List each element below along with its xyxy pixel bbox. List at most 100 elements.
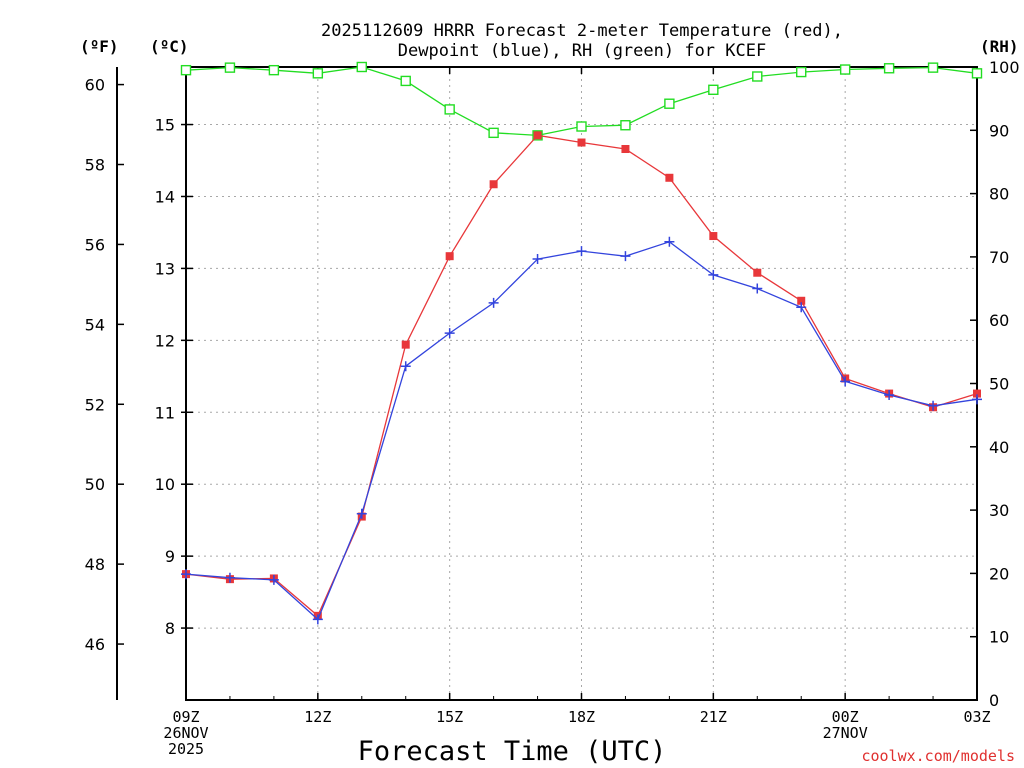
- rh-tick-label: 70: [989, 248, 1009, 267]
- rh-tick-label: 50: [989, 375, 1009, 394]
- rh-point: [796, 66, 807, 78]
- rh-point: [268, 64, 280, 76]
- celsius-tick-label: 12: [155, 331, 175, 350]
- dewpoint-point: [884, 390, 895, 401]
- rh-tick-label: 10: [989, 628, 1009, 647]
- rh-point: [400, 75, 411, 87]
- temperature-point: [665, 173, 674, 182]
- dewpoint-point: [928, 400, 939, 411]
- fahrenheit-tick-label: 58: [85, 156, 105, 175]
- rh-point: [620, 120, 631, 131]
- x-tick-label: 26NOV: [163, 724, 208, 742]
- temperature-point: [621, 145, 630, 154]
- temperature-point: [973, 389, 981, 398]
- rh-point: [312, 68, 324, 79]
- dewpoint-point: [708, 269, 719, 280]
- dewpoint-point: [400, 361, 411, 372]
- dewpoint-point: [752, 283, 763, 294]
- temperature-point: [753, 268, 762, 277]
- dewpoint-point: [840, 376, 851, 387]
- celsius-tick-label: 15: [155, 116, 175, 135]
- rh-point: [752, 71, 763, 82]
- temperature-point: [577, 138, 586, 147]
- temperature-point: [445, 252, 454, 261]
- rh-point: [356, 61, 367, 73]
- rh-tick-label: 20: [989, 564, 1009, 583]
- rh-point: [488, 127, 499, 139]
- series-dewpoint: [181, 236, 982, 625]
- dewpoint-point: [972, 394, 982, 405]
- celsius-tick-label: 10: [155, 475, 175, 494]
- dewpoint-point: [664, 236, 675, 247]
- dewpoint-point: [796, 302, 807, 313]
- x-tick-label: 2025: [168, 740, 204, 758]
- x-axis-label: Forecast Time (UTC): [358, 736, 667, 767]
- credit-text: coolwx.com/models: [861, 747, 1015, 765]
- rh-point: [444, 104, 455, 115]
- celsius-axis-unit: (ºC): [150, 37, 189, 56]
- rh-point: [971, 68, 983, 79]
- dewpoint-point: [620, 251, 631, 262]
- rh-point: [576, 121, 587, 132]
- rh-tick-label: 60: [989, 311, 1009, 330]
- dewpoint-point: [181, 569, 191, 580]
- celsius-tick-label: 8: [165, 619, 175, 638]
- x-tick-label: 15Z: [436, 708, 463, 726]
- temperature-point: [401, 340, 410, 349]
- rh-tick-label: 90: [989, 121, 1009, 140]
- celsius-tick-label: 13: [155, 259, 175, 278]
- rh-tick-label: 0: [989, 691, 999, 710]
- dewpoint-point: [224, 572, 235, 583]
- rh-point: [224, 62, 236, 73]
- dewpoint-point: [312, 614, 323, 625]
- x-tick-label: 00Z: [832, 708, 859, 726]
- dewpoint-point: [356, 508, 367, 519]
- fahrenheit-tick-label: 52: [85, 395, 105, 414]
- x-tick-label: 03Z: [963, 708, 990, 726]
- dewpoint-point: [576, 246, 587, 257]
- rh-axis-unit: (RH): [980, 37, 1019, 56]
- x-tick-label: 12Z: [304, 708, 331, 726]
- series-line-temperature: [185, 134, 978, 617]
- fahrenheit-axis-unit: (ºF): [80, 37, 119, 56]
- rh-point: [664, 98, 675, 109]
- fahrenheit-tick-label: 60: [85, 76, 105, 95]
- fahrenheit-tick-label: 46: [85, 635, 105, 654]
- temperature-point: [533, 131, 542, 140]
- dewpoint-point: [268, 574, 279, 585]
- celsius-tick-label: 11: [155, 403, 175, 422]
- fahrenheit-tick-label: 48: [85, 555, 105, 574]
- fahrenheit-tick-label: 54: [85, 315, 105, 334]
- series-line-dewpoint: [185, 241, 978, 621]
- dewpoint-point: [488, 297, 499, 308]
- dewpoint-point: [532, 254, 543, 265]
- series-temperature: [182, 131, 981, 620]
- data-series: [180, 61, 983, 625]
- temperature-point: [489, 180, 498, 189]
- dewpoint-point: [444, 328, 455, 339]
- y-tick-labels: 8 9 10 11 12 13 14 15 46 48 50 52 54 56 58 60 0 10 20 30 40 5…: [85, 58, 1020, 710]
- rh-tick-label: 30: [989, 501, 1009, 520]
- fahrenheit-tick-label: 56: [85, 235, 105, 254]
- x-tick-label: 27NOV: [823, 724, 868, 742]
- temperature-point: [709, 232, 718, 241]
- celsius-tick-label: 9: [165, 547, 175, 566]
- chart-title-line-1: 2025112609 HRRR Forecast 2-meter Tempera…: [321, 21, 843, 41]
- rh-tick-label: 80: [989, 185, 1009, 204]
- rh-point: [839, 64, 851, 75]
- x-tick-label: 18Z: [568, 708, 595, 726]
- celsius-tick-label: 14: [155, 187, 175, 206]
- rh-point: [883, 63, 895, 74]
- rh-point: [180, 64, 192, 76]
- rh-tick-label: 40: [989, 438, 1009, 457]
- axes: [116, 66, 978, 701]
- x-tick-label: 21Z: [700, 708, 727, 726]
- x-tick-label: 09Z: [172, 708, 199, 726]
- rh-point: [927, 62, 939, 73]
- rh-tick-label: 100: [989, 58, 1020, 77]
- fahrenheit-tick-label: 50: [85, 475, 105, 494]
- rh-point: [708, 84, 719, 95]
- temperature-point: [797, 296, 806, 305]
